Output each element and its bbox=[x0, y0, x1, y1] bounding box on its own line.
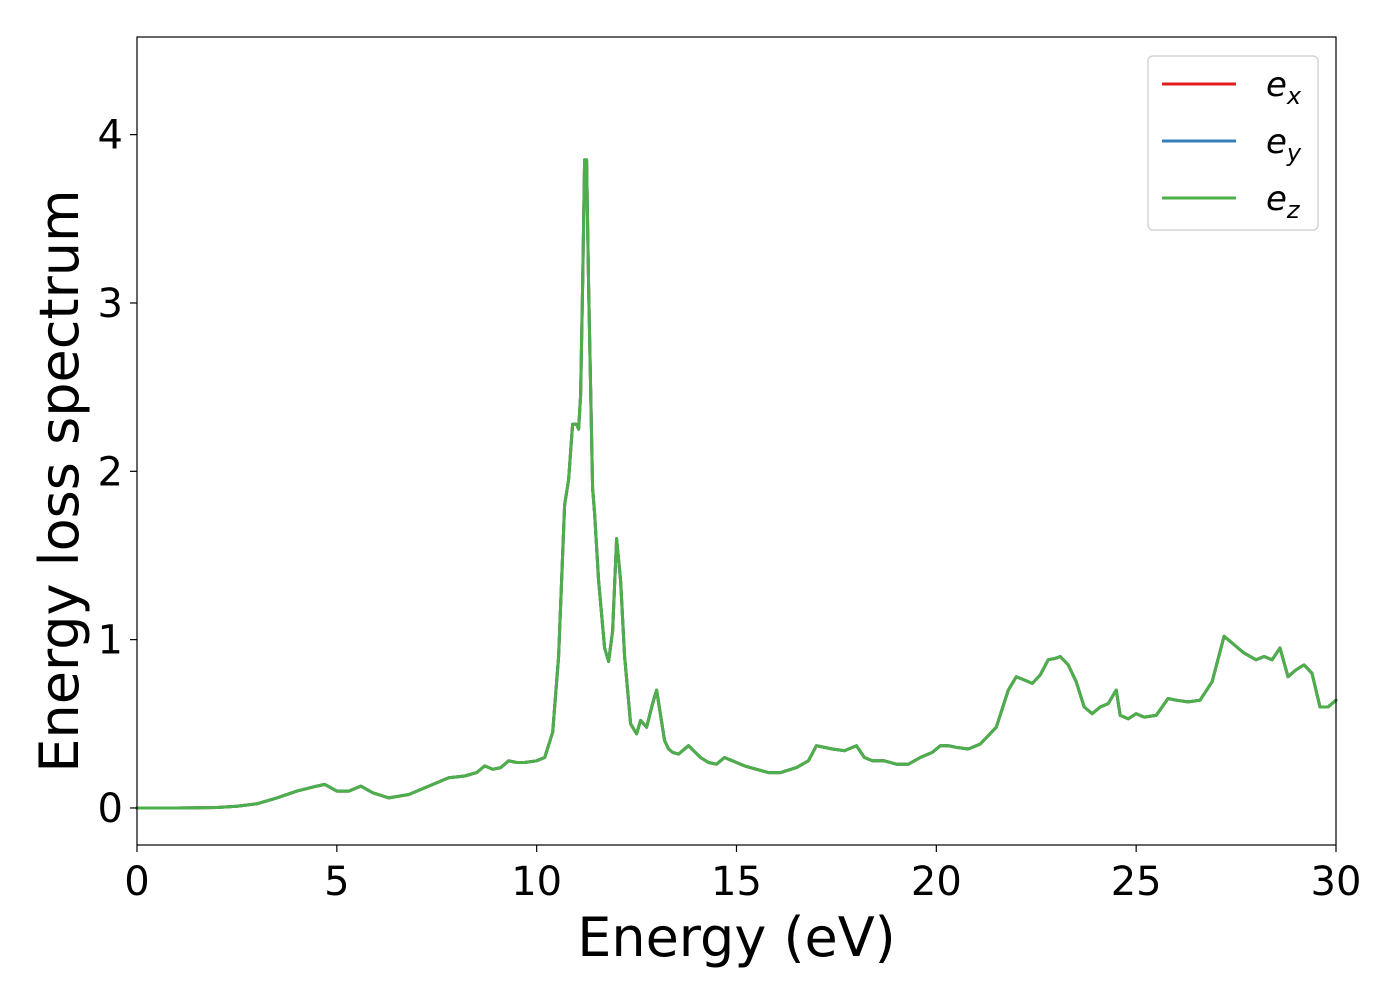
x-tick-label: 5 bbox=[324, 859, 349, 905]
legend-label-x: ex bbox=[1266, 65, 1302, 110]
x-tick-label: 15 bbox=[711, 859, 762, 905]
y-tick-label: 4 bbox=[98, 113, 123, 159]
x-tick-label: 10 bbox=[511, 859, 562, 905]
x-tick-label: 25 bbox=[1111, 859, 1162, 905]
x-axis-ticks: 0 5 10 15 20 25 30 bbox=[124, 845, 1361, 905]
legend-label-subscript: z bbox=[1286, 196, 1301, 224]
legend-label-y: ey bbox=[1266, 122, 1302, 167]
y-tick-label: 0 bbox=[98, 786, 123, 832]
x-tick-label: 20 bbox=[911, 859, 962, 905]
legend-label-subscript: y bbox=[1286, 139, 1302, 167]
x-tick-label: 30 bbox=[1311, 859, 1362, 905]
legend-label-base: e bbox=[1266, 65, 1287, 105]
x-axis-label: Energy (eV) bbox=[577, 906, 896, 969]
series-layer bbox=[135, 158, 1338, 810]
x-tick-label: 0 bbox=[124, 859, 149, 905]
legend-label-z: ez bbox=[1266, 179, 1301, 224]
y-tick-label: 3 bbox=[98, 281, 123, 327]
legend-label-base: e bbox=[1266, 179, 1287, 219]
legend-box bbox=[1147, 55, 1319, 231]
y-axis-ticks: 0 1 2 3 4 bbox=[98, 113, 137, 832]
y-axis-label: Energy loss spectrum bbox=[28, 189, 91, 772]
legend-label-base: e bbox=[1266, 122, 1287, 162]
series-line-z bbox=[135, 158, 1338, 810]
legend-label-subscript: x bbox=[1286, 82, 1302, 110]
y-tick-label: 1 bbox=[98, 618, 123, 664]
y-tick-label: 2 bbox=[98, 449, 123, 495]
